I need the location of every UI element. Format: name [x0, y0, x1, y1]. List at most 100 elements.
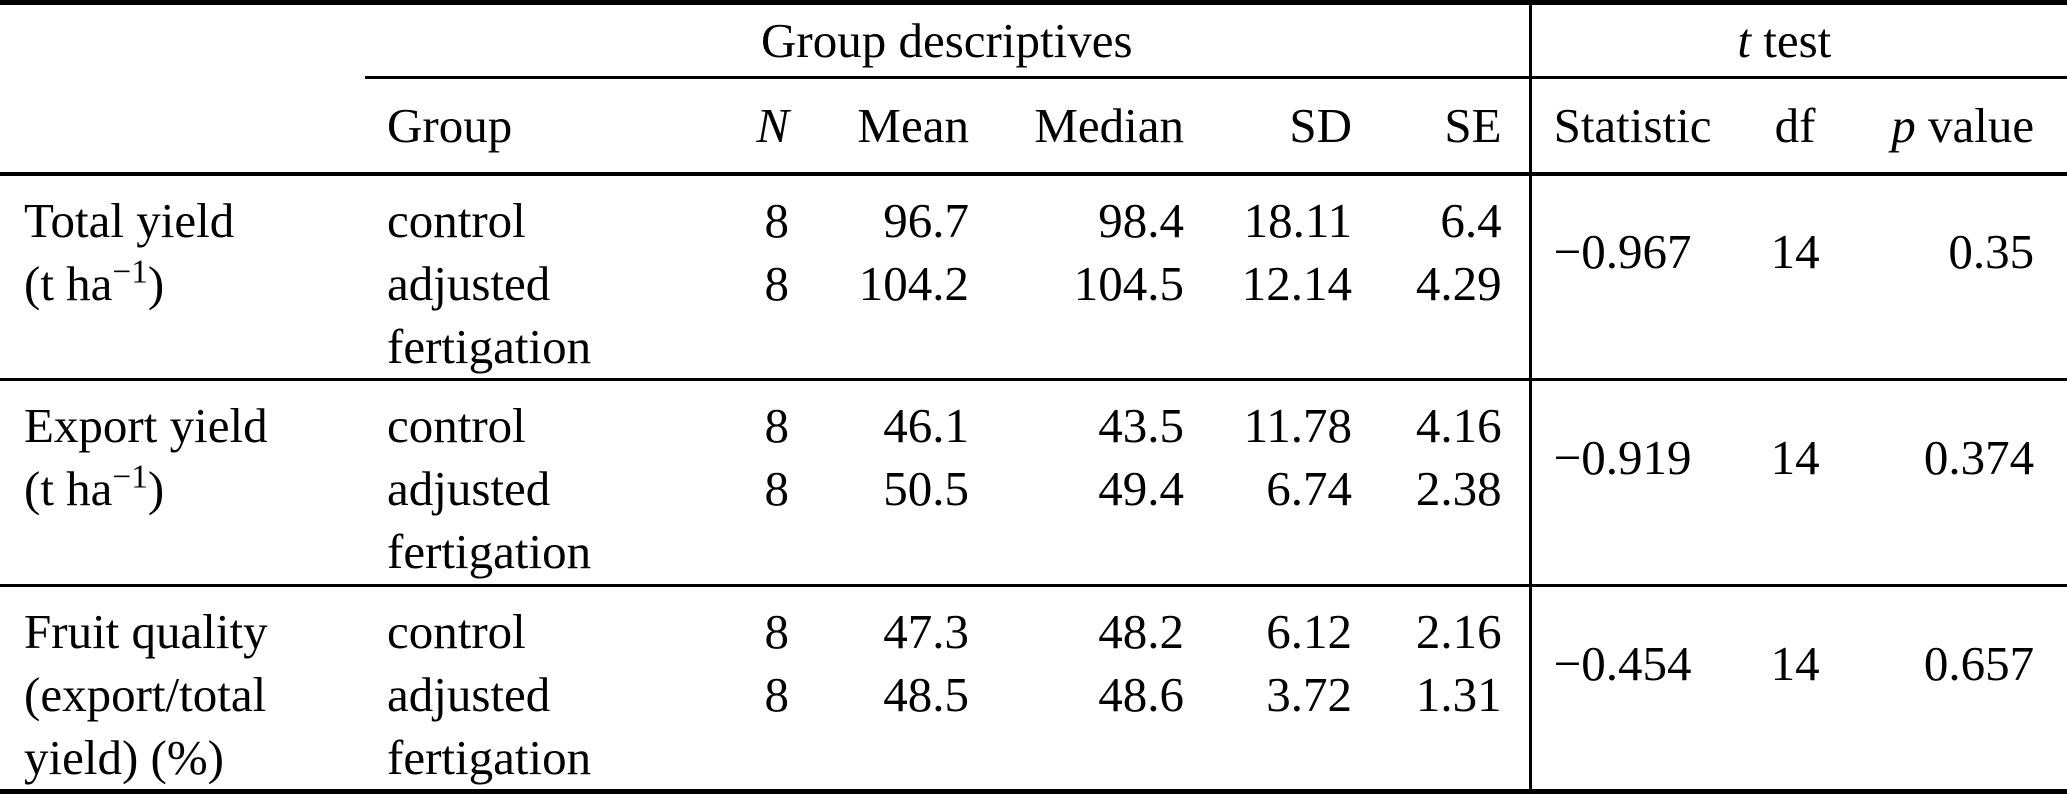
median-cell: 98.4 104.5 [975, 174, 1190, 380]
variable-unit: (t ha−1) [24, 252, 365, 315]
n-value: 8 [764, 604, 790, 659]
p-value-cell: 0.35 [1860, 174, 2067, 380]
group-value: adjusted fertigation [387, 667, 592, 785]
unit-suffix: ) [147, 255, 165, 311]
unit-prefix: (t ha [24, 461, 113, 516]
unit-superscript: −1 [112, 458, 148, 496]
p-rest: value [1915, 97, 2035, 153]
block-row-total-yield: Total yield (t ha−1) control adjusted fe… [0, 173, 2067, 380]
median-value: 48.2 [1098, 604, 1184, 659]
variable-name: Total yield [24, 192, 235, 248]
group-value: adjusted fertigation [387, 255, 592, 374]
variable-label: Export yield (t ha−1) [0, 380, 365, 586]
sd-value: 6.12 [1266, 604, 1352, 659]
mean-value: 104.2 [858, 255, 969, 311]
col-header-median: Median [975, 77, 1190, 176]
group-value: adjusted fertigation [387, 461, 592, 579]
df-cell: 14 [1730, 380, 1860, 586]
df-value: 14 [1770, 224, 1820, 279]
group-value: control [387, 398, 526, 453]
group-value: control [387, 604, 526, 659]
col-header-n: N [700, 77, 795, 176]
t-statistic-value: −0.454 [1553, 635, 1692, 691]
median-value: 98.4 [1098, 192, 1184, 248]
mean-cell: 46.1 50.5 [795, 380, 975, 586]
sd-value: 11.78 [1243, 398, 1352, 453]
col-header-df: df [1730, 77, 1861, 176]
col-header-mean: Mean [795, 77, 975, 176]
n-value: 8 [764, 398, 790, 453]
median-cell: 48.2 48.6 [975, 586, 1190, 792]
mean-cell: 96.7 104.2 [795, 174, 975, 380]
t-statistic-value: −0.967 [1553, 224, 1692, 279]
p-value: 0.374 [1923, 429, 2035, 485]
group-cell: control adjusted fertigation [365, 380, 700, 586]
corner-empty-cell [0, 3, 365, 78]
unit-superscript: −1 [112, 253, 148, 291]
group-cell: control adjusted fertigation [365, 174, 700, 380]
df-cell: 14 [1730, 174, 1860, 380]
p-value: 0.35 [1948, 224, 2035, 279]
n-cell: 8 8 [700, 380, 795, 586]
unit-prefix: (t ha [24, 255, 113, 311]
median-cell: 43.5 49.4 [975, 380, 1190, 586]
t-test-rest: test [1750, 13, 1832, 68]
sd-cell: 11.78 6.74 [1190, 380, 1358, 586]
se-cell: 2.16 1.31 [1358, 586, 1530, 792]
p-value-cell: 0.657 [1860, 586, 2067, 792]
variable-name: Export yield [24, 398, 268, 453]
col-header-sd: SD [1190, 77, 1358, 176]
variable-line3 [24, 315, 365, 378]
df-value: 14 [1770, 429, 1820, 485]
n-value: 8 [764, 255, 790, 311]
p-italic: p [1891, 97, 1916, 153]
variable-name: Fruit quality [24, 604, 268, 659]
se-value: 4.16 [1415, 398, 1502, 453]
col-header-statistic: Statistic [1528, 77, 1731, 176]
variable-label: Fruit quality (export/total yield) (%) [0, 586, 365, 792]
df-value: 14 [1770, 635, 1820, 691]
column-header-row: Group N Mean Median SD SE Statistic df p… [0, 77, 2067, 176]
se-cell: 6.4 4.29 [1358, 174, 1530, 380]
mean-cell: 47.3 48.5 [795, 586, 975, 792]
group-cell: control adjusted fertigation [365, 586, 700, 792]
mean-value: 47.3 [883, 604, 969, 659]
se-value: 2.38 [1415, 461, 1502, 516]
median-value: 48.6 [1098, 667, 1184, 722]
block-row-export-yield: Export yield (t ha−1) control adjusted f… [0, 379, 2067, 586]
n-cell: 8 8 [700, 586, 795, 792]
t-statistic-cell: −0.967 [1528, 173, 1731, 380]
sd-cell: 6.12 3.72 [1190, 586, 1358, 792]
variable-line3 [24, 520, 365, 583]
group-value: control [387, 192, 526, 248]
df-cell: 14 [1730, 586, 1860, 792]
unit-suffix: ) [147, 461, 165, 516]
t-statistic-value: −0.919 [1553, 429, 1692, 485]
p-value-cell: 0.374 [1860, 380, 2067, 586]
se-value: 4.29 [1415, 255, 1502, 311]
sd-value: 3.72 [1266, 667, 1352, 722]
se-value: 2.16 [1415, 604, 1502, 659]
n-value: 8 [764, 461, 790, 516]
variable-unit: (t ha−1) [24, 457, 365, 520]
sd-value: 18.11 [1243, 192, 1352, 248]
mean-value: 96.7 [883, 192, 969, 248]
stub-empty-cell [0, 77, 365, 176]
n-cell: 8 8 [700, 174, 795, 380]
col-header-group: Group [365, 77, 700, 176]
spanner-row: Group descriptives t test [0, 2, 2067, 79]
spanner-t-test: t test [1528, 2, 2067, 79]
mean-value: 50.5 [883, 461, 969, 516]
t-test-italic-t: t [1737, 13, 1751, 68]
col-header-se: SE [1358, 77, 1531, 176]
block-row-fruit-quality: Fruit quality (export/total yield) (%) c… [0, 585, 2067, 792]
mean-value: 48.5 [883, 667, 969, 722]
variable-label: Total yield (t ha−1) [0, 174, 365, 380]
p-value: 0.657 [1923, 635, 2035, 691]
sd-cell: 18.11 12.14 [1190, 174, 1358, 380]
se-value: 6.4 [1440, 192, 1502, 248]
se-cell: 4.16 2.38 [1358, 380, 1530, 586]
unit-prefix: (export/total [24, 667, 267, 722]
t-statistic-cell: −0.919 [1528, 379, 1731, 586]
